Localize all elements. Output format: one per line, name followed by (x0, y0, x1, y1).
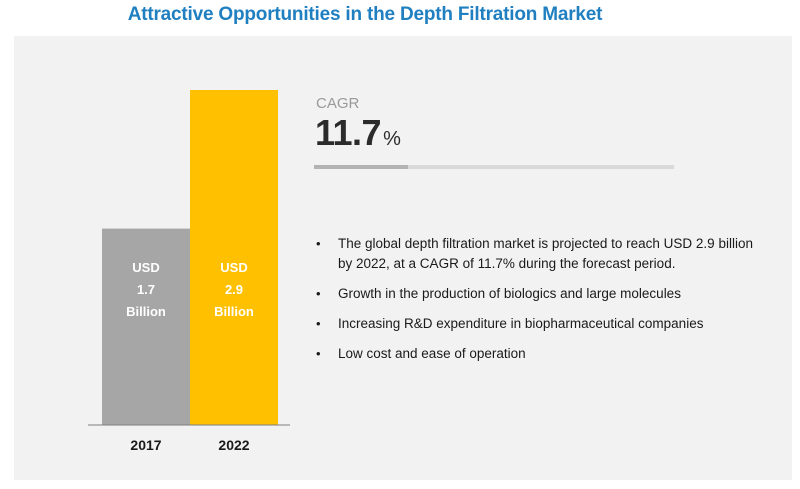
highlight-text: The global depth filtration market is pr… (338, 236, 753, 271)
x-tick-label: 2022 (218, 437, 249, 453)
cagr-progress-fill (314, 165, 408, 169)
bar-data-label: 2.9 (225, 282, 243, 297)
bar-data-label: USD (220, 260, 247, 275)
x-tick-label: 2017 (130, 437, 161, 453)
highlight-text: Low cost and ease of operation (338, 346, 526, 361)
bullet-icon: • (316, 346, 321, 361)
bullet-icon: • (316, 316, 321, 331)
bullet-icon: • (316, 286, 321, 301)
chart-title: Attractive Opportunities in the Depth Fi… (127, 4, 603, 25)
cagr-label: CAGR (316, 95, 360, 112)
cagr-unit: % (383, 128, 401, 150)
cagr-progress-track (314, 165, 674, 169)
bar-data-label: USD (132, 260, 159, 275)
bullet-icon: • (316, 236, 321, 251)
highlight-text: Growth in the production of biologics an… (338, 286, 681, 301)
bar-data-label: Billion (214, 304, 254, 319)
bar-2017 (102, 228, 190, 425)
cagr-value: 11.7% (315, 112, 401, 154)
bar-2022 (190, 90, 278, 425)
highlight-text: Increasing R&D expenditure in biopharmac… (338, 316, 704, 331)
highlight-item: • Growth in the production of biologics a… (314, 284, 754, 304)
highlight-item: • Low cost and ease of operation (314, 344, 754, 364)
bar-data-label: 1.7 (137, 282, 155, 297)
cagr-number: 11.7 (315, 112, 382, 153)
highlight-item: • Increasing R&D expenditure in biopharma… (314, 314, 754, 334)
highlight-item: • The global depth filtration market is p… (314, 234, 754, 274)
bar-data-label: Billion (126, 304, 166, 319)
highlights-list: • The global depth filtration market is p… (314, 234, 754, 374)
